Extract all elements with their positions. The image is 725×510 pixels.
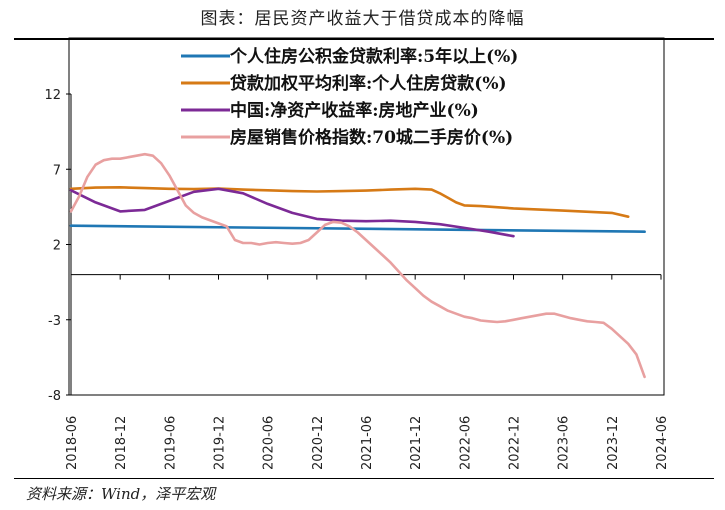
x-tick-label: 2018-06 [65, 416, 80, 470]
x-tick-label: 2018-12 [114, 416, 129, 470]
x-tick-label: 2019-12 [213, 416, 228, 470]
y-tick-label: 7 [53, 163, 61, 178]
y-tick-label: -3 [48, 314, 61, 329]
legend-label-3: 房屋销售价格指数:70城二手房价(%) [230, 127, 513, 148]
legend-label-2: 中国:净资产收益率:房地产业(%) [230, 100, 479, 121]
x-tick-label: 2023-12 [606, 416, 621, 470]
legend-label-0: 个人住房公积金贷款利率:5年以上(%) [229, 46, 518, 67]
y-tick-label: -8 [48, 389, 61, 404]
legend-label-1: 贷款加权平均利率:个人住房贷款(%) [230, 73, 507, 94]
x-tick-label: 2020-06 [262, 416, 277, 470]
x-tick-label: 2021-06 [360, 416, 375, 470]
y-tick-label: 12 [44, 88, 61, 103]
x-tick-label: 2022-12 [508, 416, 523, 470]
x-tick-label: 2019-06 [163, 416, 178, 470]
x-tick-label: 2023-06 [557, 416, 572, 470]
series-line-3 [69, 152, 646, 379]
x-tick-label: 2024-06 [655, 416, 670, 470]
chart-title: 图表：居民资产收益大于借贷成本的降幅 [200, 9, 525, 29]
series-layer [69, 152, 646, 379]
series-line-2 [69, 187, 515, 238]
series-line-0 [69, 224, 646, 233]
top-rule [14, 38, 714, 40]
x-tick-label: 2021-12 [409, 416, 424, 470]
bottom-rule [14, 478, 714, 479]
plot-frame [68, 37, 665, 396]
y-tick-label: 2 [53, 239, 61, 254]
series-line-1 [69, 186, 630, 218]
legend: 个人住房公积金贷款利率:5年以上(%) 贷款加权平均利率:个人住房贷款(%) 中… [181, 46, 518, 148]
source-note: 资料来源：Wind，泽平宏观 [26, 485, 216, 503]
x-tick-label: 2022-06 [458, 416, 473, 470]
axes: 12 7 2 -3 -8 2018-06 2018-12 2019-06 2019-12 2020… [44, 88, 670, 470]
x-tick-label: 2020-12 [311, 416, 326, 470]
